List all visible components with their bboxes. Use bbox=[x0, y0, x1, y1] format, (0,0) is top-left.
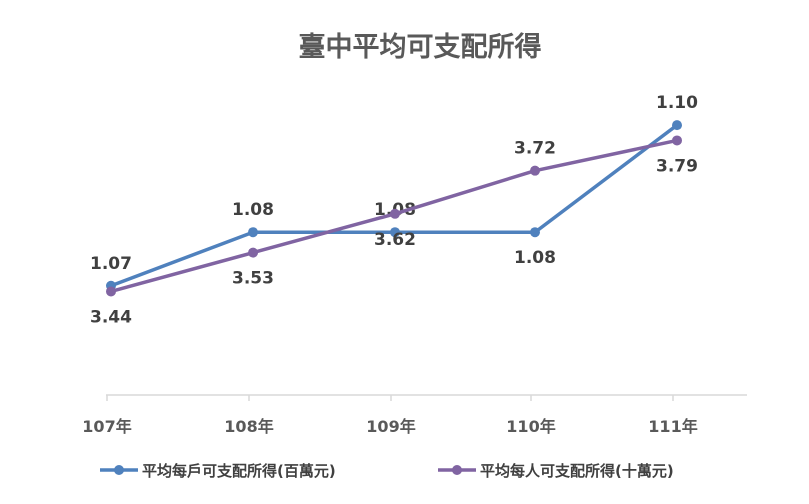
chart-title: 臺中平均可支配所得 bbox=[299, 32, 542, 63]
data-point bbox=[530, 165, 540, 176]
data-label: 3.53 bbox=[232, 269, 274, 289]
data-label: 1.08 bbox=[232, 200, 274, 220]
legend-item: 平均每戶可支配所得(百萬元) bbox=[100, 462, 336, 480]
data-label: 1.10 bbox=[656, 93, 698, 113]
data-label: 3.79 bbox=[656, 156, 698, 176]
data-point bbox=[248, 247, 258, 258]
data-label: 3.44 bbox=[90, 307, 132, 327]
data-point bbox=[530, 227, 540, 238]
data-label: 3.62 bbox=[374, 230, 416, 250]
legend-marker bbox=[452, 465, 462, 475]
data-point bbox=[390, 227, 400, 238]
x-tick-label: 110年 bbox=[506, 417, 555, 436]
x-tick-label: 111年 bbox=[648, 417, 697, 436]
data-point bbox=[672, 135, 682, 146]
legend-item: 平均每人可支配所得(十萬元) bbox=[438, 462, 674, 480]
data-point bbox=[248, 227, 258, 238]
x-tick-label: 108年 bbox=[224, 417, 273, 436]
x-tick-label: 109年 bbox=[366, 417, 415, 436]
data-point bbox=[672, 120, 682, 131]
x-tick-label: 107年 bbox=[82, 417, 131, 436]
legend-label: 平均每人可支配所得(十萬元) bbox=[480, 462, 674, 480]
data-label: 1.08 bbox=[514, 248, 556, 268]
data-point bbox=[390, 208, 400, 219]
data-label: 1.07 bbox=[90, 254, 132, 274]
legend-marker bbox=[114, 465, 124, 475]
legend-label: 平均每戶可支配所得(百萬元) bbox=[142, 462, 336, 480]
data-label: 3.72 bbox=[514, 139, 556, 159]
data-point bbox=[106, 286, 116, 297]
